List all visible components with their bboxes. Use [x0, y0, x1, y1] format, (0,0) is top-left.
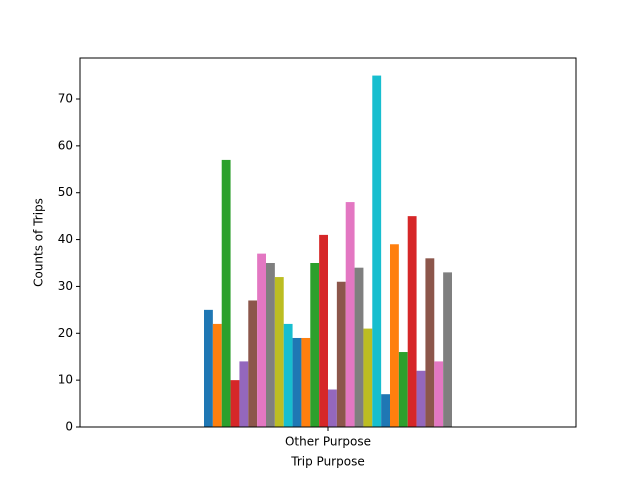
y-tick-label: 0 — [65, 420, 73, 434]
bar — [381, 394, 390, 427]
bar — [319, 234, 328, 427]
bar — [266, 263, 275, 427]
bar — [274, 277, 284, 427]
x-axis-label: Trip Purpose — [290, 455, 364, 469]
bar — [257, 253, 266, 427]
bar — [230, 380, 240, 427]
bar — [372, 75, 382, 428]
bar — [425, 258, 435, 427]
bar — [390, 244, 399, 427]
bar — [416, 370, 426, 427]
bar — [407, 216, 417, 427]
y-tick-label: 50 — [58, 185, 73, 199]
bar — [434, 361, 444, 427]
bar — [354, 267, 364, 427]
axes-frame — [79, 57, 577, 428]
y-tick-label: 70 — [58, 92, 73, 106]
bar — [310, 263, 320, 427]
bar — [248, 300, 258, 427]
bar — [336, 281, 346, 427]
y-tick-label: 40 — [58, 232, 73, 246]
bar — [283, 323, 293, 427]
x-tick-label: Other Purpose — [285, 435, 371, 449]
bar — [204, 309, 213, 427]
y-tick-label: 10 — [58, 373, 73, 387]
y-axis-label: Counts of Trips — [32, 198, 46, 287]
bar — [292, 337, 302, 427]
y-tick-label: 30 — [58, 279, 73, 293]
y-tick-label: 60 — [58, 138, 73, 152]
y-tick-label: 20 — [58, 326, 73, 340]
bar — [301, 337, 311, 427]
bar — [328, 389, 337, 427]
bar — [345, 202, 355, 427]
bar — [443, 272, 452, 427]
bar — [398, 352, 408, 427]
bar — [239, 361, 249, 427]
bar — [363, 328, 373, 427]
bar — [221, 159, 231, 427]
bar — [212, 323, 222, 427]
